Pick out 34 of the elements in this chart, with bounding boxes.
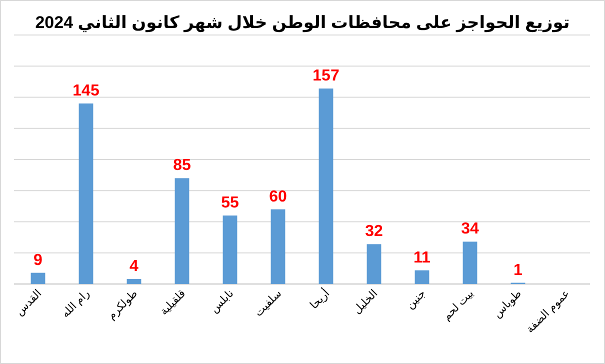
data-label: 85	[173, 157, 191, 174]
data-label: 1	[514, 262, 523, 279]
bar	[414, 270, 430, 284]
bar	[222, 216, 238, 284]
bar	[174, 178, 190, 284]
data-label: 11	[414, 249, 431, 266]
bar	[270, 209, 286, 284]
x-tick-label: سلفيت	[252, 288, 284, 320]
x-tick-label: جنين	[404, 288, 428, 312]
x-tick-label: بيت لحم	[440, 288, 476, 323]
data-label: 34	[461, 220, 479, 238]
x-tick-label: رام الله	[59, 288, 92, 320]
bar	[78, 103, 94, 284]
data-label: 145	[72, 82, 100, 100]
x-tick-label: قلقيلية	[158, 288, 188, 318]
bar	[126, 279, 142, 284]
chart-title: توزيع الحواجز على محافظات الوطن خلال شهر كانون الثاني 2024	[35, 13, 570, 33]
data-label: 4	[130, 258, 139, 276]
bar	[318, 88, 334, 284]
x-tick-label: أريحا	[306, 286, 332, 312]
data-label: 55	[221, 194, 239, 212]
bar	[30, 272, 46, 284]
bar	[366, 244, 382, 284]
x-tick-label: القدس	[14, 288, 44, 318]
data-label: 157	[312, 68, 340, 85]
data-label: 60	[269, 188, 287, 206]
x-tick-label: طولكرم	[106, 287, 140, 322]
bar	[462, 242, 478, 284]
x-tick-label: عموم الضفة	[524, 288, 572, 336]
data-label: 32	[365, 223, 383, 240]
data-label: 9	[34, 252, 43, 269]
x-tick-label: الخليل	[351, 288, 380, 316]
x-tick-label: نابلس	[208, 288, 236, 316]
x-tick-label: طوباس	[491, 287, 524, 320]
